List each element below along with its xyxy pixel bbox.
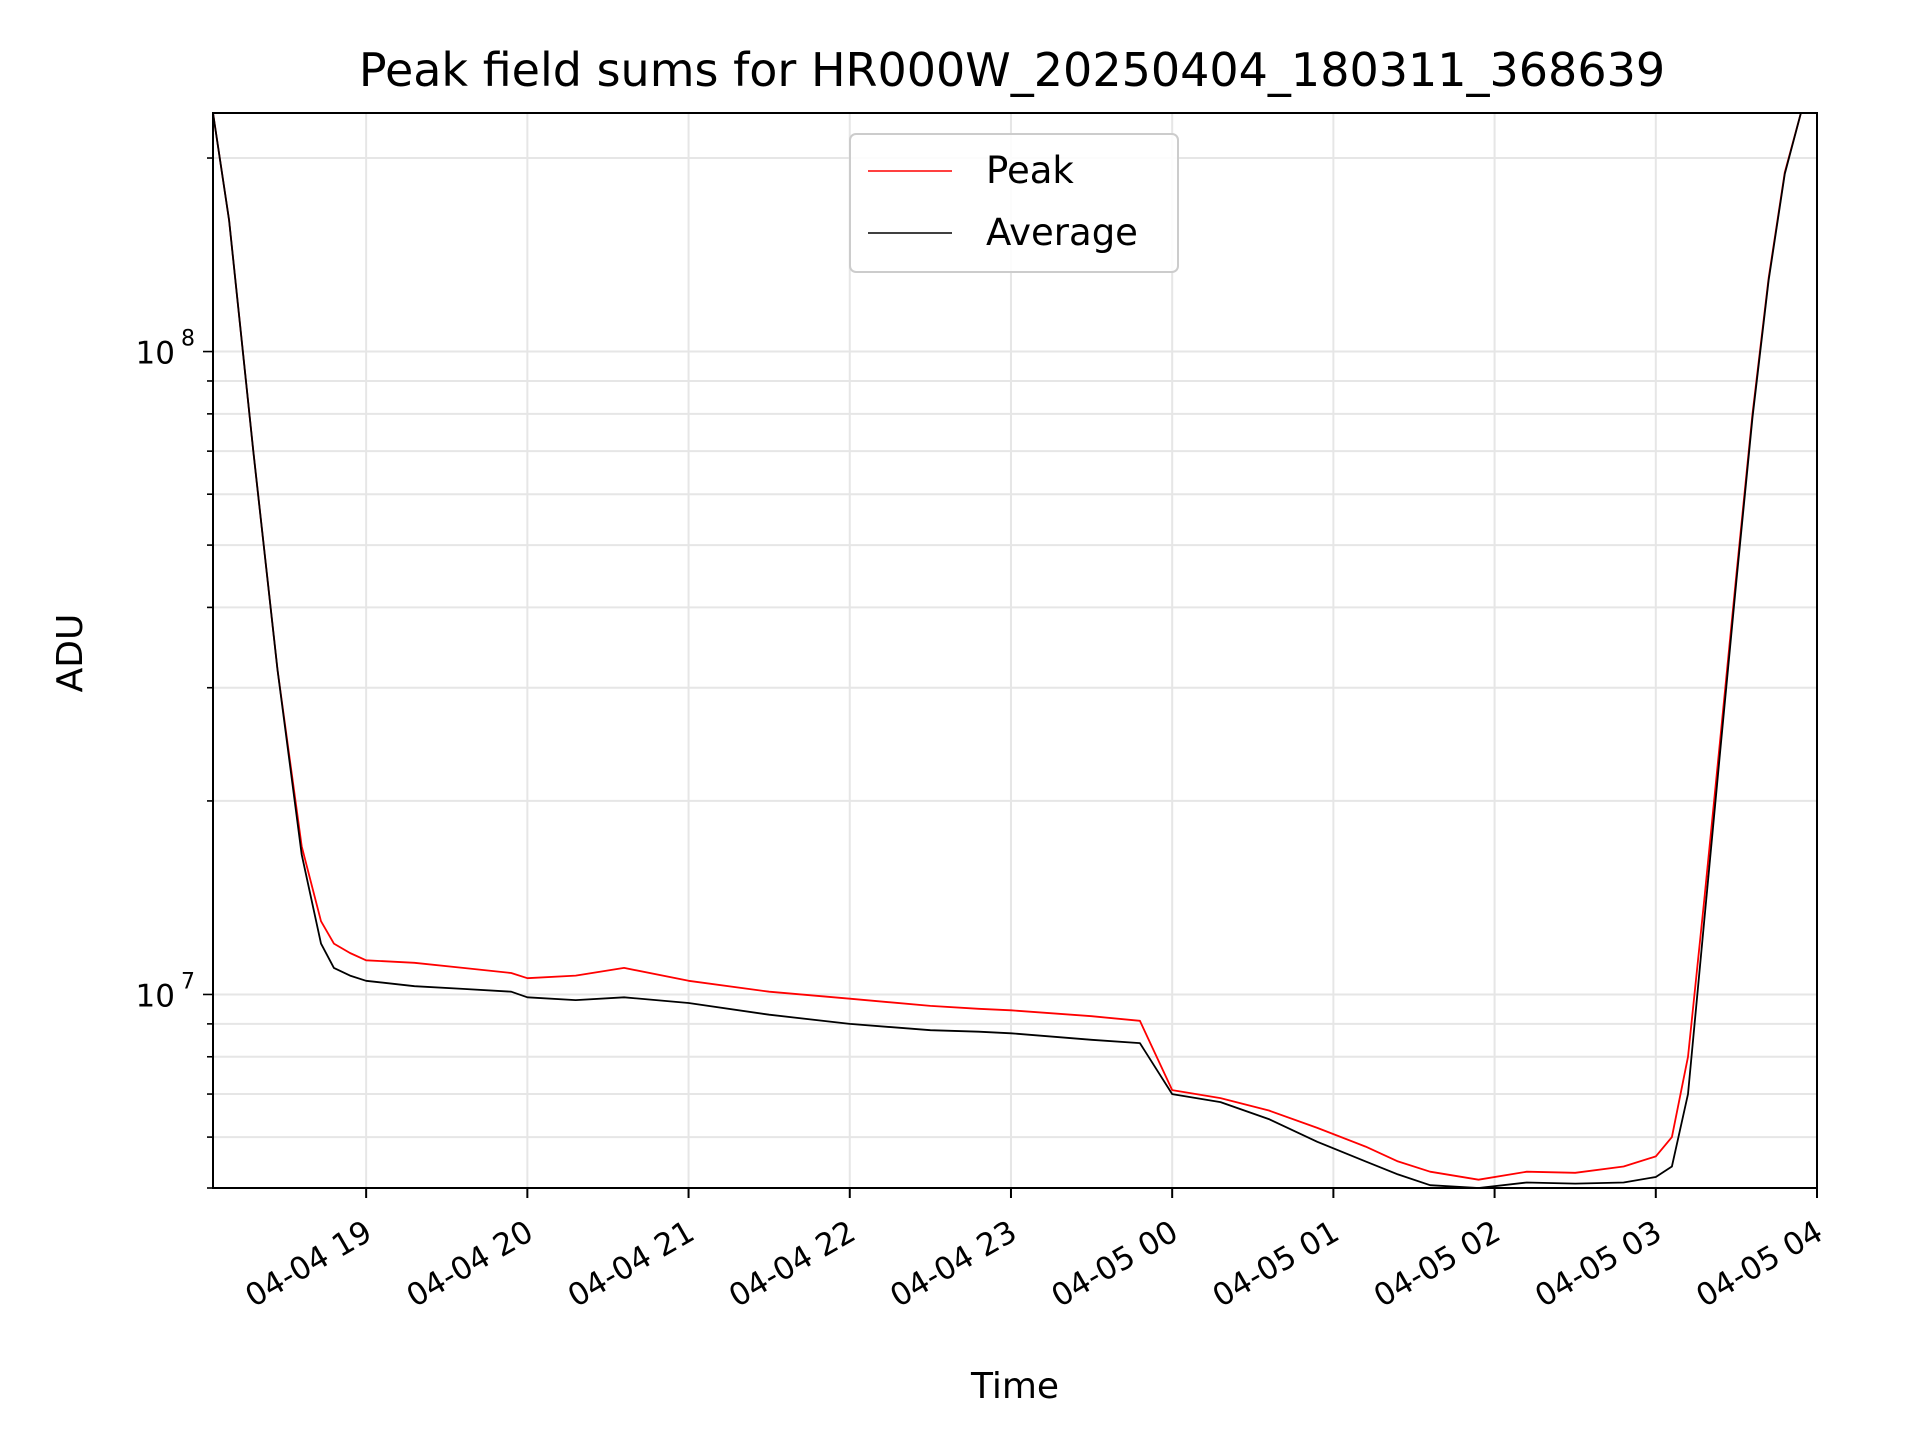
legend: Peak Average: [849, 133, 1179, 273]
chart-title: Peak field sums for HR000W_20250404_1803…: [359, 43, 1665, 97]
plot-background: [213, 113, 1817, 1188]
plot-frame: [212, 112, 1818, 1189]
y-tick-exponent: 7: [181, 969, 195, 994]
plot-area: [212, 112, 1818, 1189]
legend-box: [849, 133, 1179, 273]
y-tick-label: 10: [136, 978, 175, 1014]
y-axis-label: ADU: [50, 614, 91, 693]
series-layer: [213, 113, 1811, 1188]
y-tick-exponent: 8: [181, 327, 195, 352]
series-line-average: [213, 113, 1811, 1188]
legend-label-peak: Peak: [986, 149, 1074, 192]
y-tick-label: 10: [136, 336, 175, 372]
series-line-peak: [213, 113, 1811, 1181]
x-axis-label: Time: [970, 1366, 1059, 1407]
legend-label-average: Average: [986, 211, 1138, 254]
